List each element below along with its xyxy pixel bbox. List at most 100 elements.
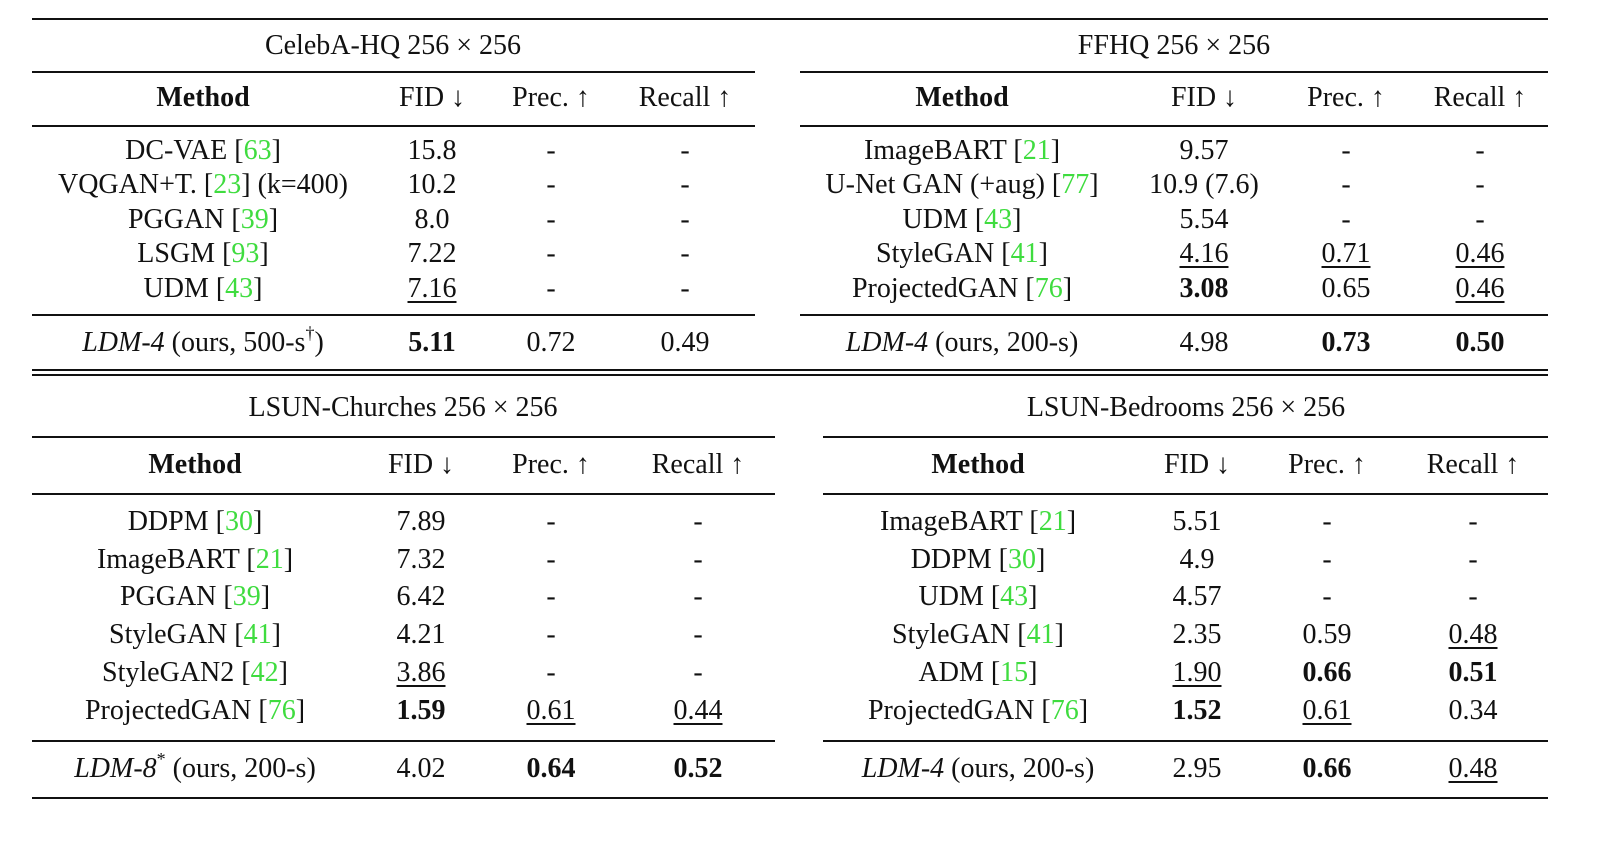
cell-recall: - (693, 581, 703, 612)
ref-bracket-close: ] (1050, 135, 1061, 166)
ref-bracket-open: [ (246, 544, 256, 575)
citation-link: 21 (255, 544, 284, 575)
ours-cell-recall: 0.49 (660, 327, 710, 358)
cell-recall: 0.46 (1455, 273, 1505, 304)
ref-bracket-close: ] (1078, 695, 1089, 726)
cell-recall: - (680, 273, 690, 304)
cell-prec: - (546, 169, 556, 200)
method-suffix: (k=400) (250, 169, 349, 200)
cell-fid: 2.35 (1172, 619, 1222, 650)
table-title-churches: LSUN-Churches 256 × 256 (248, 392, 558, 423)
citation-link: 15 (1000, 657, 1029, 688)
col-header-fid: FID ↓ (1170, 82, 1238, 113)
table-row-method: UDM [43] (919, 581, 1038, 613)
ref-bracket-open: [ (215, 273, 226, 304)
citation-link: 41 (243, 619, 272, 650)
cell-fid: 7.16 (407, 273, 457, 304)
top-rule (32, 18, 1548, 20)
method-label: StyleGAN (876, 238, 1002, 269)
table-title-bedrooms: LSUN-Bedrooms 256 × 256 (1026, 392, 1346, 423)
cell-fid: 4.21 (396, 619, 446, 650)
cell-fid: 15.8 (407, 135, 457, 166)
citation-link: 77 (1061, 169, 1090, 200)
cell-fid: 5.54 (1179, 204, 1229, 235)
mid-double-rule-bottom (32, 374, 1548, 376)
cell-recall: - (680, 169, 690, 200)
ours-cell-fid: 5.11 (408, 327, 456, 358)
table-row-method: LSGM [93] (137, 238, 268, 270)
citation-link: 21 (1022, 135, 1051, 166)
ref-bracket-close: ] (1012, 204, 1022, 235)
ref-bracket-close: ] (283, 544, 294, 575)
ref-bracket-close: ] (278, 657, 288, 688)
mid-double-rule-top (32, 369, 1548, 371)
cell-prec: - (546, 135, 556, 166)
cell-prec: - (1322, 544, 1332, 575)
table-row-method: StyleGAN [41] (892, 619, 1064, 651)
method-label: ImageBART (879, 506, 1030, 537)
citation-link: 42 (250, 657, 279, 688)
ours-rule-ffhq (800, 314, 1548, 316)
ref-bracket-open: [ (215, 506, 225, 537)
title-rule-celeba (32, 71, 755, 73)
method-label: UDM (918, 581, 991, 612)
ref-bracket-open: [ (1013, 135, 1023, 166)
table-row-method: VQGAN+T. [23] (k=400) (58, 169, 348, 201)
cell-fid: 10.2 (407, 169, 457, 200)
table-row-method: DDPM [30] (911, 544, 1046, 576)
cell-fid: 1.90 (1172, 657, 1222, 688)
citation-link: 93 (231, 238, 260, 269)
cell-fid: 7.22 (407, 238, 457, 269)
cell-fid: 3.08 (1179, 273, 1229, 304)
header-rule-churches (32, 493, 775, 495)
cell-fid: 5.51 (1172, 506, 1222, 537)
cell-recall: - (693, 506, 703, 537)
ours-cell-recall: 0.52 (673, 753, 723, 784)
cell-fid: 4.57 (1172, 581, 1222, 612)
cell-prec: 0.61 (1302, 695, 1352, 726)
citation-link: 43 (984, 204, 1013, 235)
ref-bracket-open: [ (223, 581, 233, 612)
header-rule-ffhq (800, 125, 1548, 127)
cell-fid: 1.52 (1172, 695, 1222, 726)
cell-recall: 0.44 (673, 695, 723, 726)
citation-link: 43 (1000, 581, 1029, 612)
cell-recall: - (1468, 544, 1478, 575)
ref-bracket-close: ] (260, 581, 271, 612)
cell-recall: - (680, 238, 690, 269)
ref-bracket-close: ] (271, 619, 281, 650)
cell-recall: - (1475, 204, 1485, 235)
ours-cell-prec: 0.66 (1302, 753, 1352, 784)
cell-prec: 0.66 (1302, 657, 1352, 688)
method-label: ProjectedGAN (84, 695, 259, 726)
cell-fid: 9.57 (1179, 135, 1229, 166)
bottom-rule (32, 797, 1548, 799)
method-label: LSGM (137, 238, 223, 269)
ref-bracket-close: ] (1028, 657, 1038, 688)
citation-link: 21 (1038, 506, 1067, 537)
cell-recall: - (680, 135, 690, 166)
col-header-recall: Recall ↑ (651, 449, 745, 480)
citation-link: 41 (1010, 238, 1039, 269)
col-header-prec: Prec. ↑ (1307, 82, 1385, 113)
cell-recall: - (693, 544, 703, 575)
ldm-superscript: * (156, 748, 166, 769)
ours-cell-prec: 0.64 (526, 753, 576, 784)
col-header-prec: Prec. ↑ (512, 449, 590, 480)
dagger-superscript: † (305, 322, 315, 343)
method-label: DDPM (910, 544, 999, 575)
cell-prec: - (546, 204, 556, 235)
ref-bracket-open: [ (998, 544, 1008, 575)
ldm-label: LDM-4 (82, 327, 165, 358)
ref-bracket-open: [ (203, 169, 214, 200)
ref-bracket-open: [ (990, 657, 1001, 688)
ref-bracket-close: ] (253, 273, 263, 304)
ours-rule-bedrooms (823, 740, 1548, 742)
cell-prec: - (546, 619, 556, 650)
table-row-method: UDM [43] (144, 273, 263, 305)
ref-bracket-open: [ (222, 238, 232, 269)
ref-bracket-open: [ (1001, 238, 1011, 269)
col-header-fid: FID ↓ (398, 82, 466, 113)
col-header-method: Method (148, 449, 242, 480)
cell-prec: - (546, 506, 556, 537)
